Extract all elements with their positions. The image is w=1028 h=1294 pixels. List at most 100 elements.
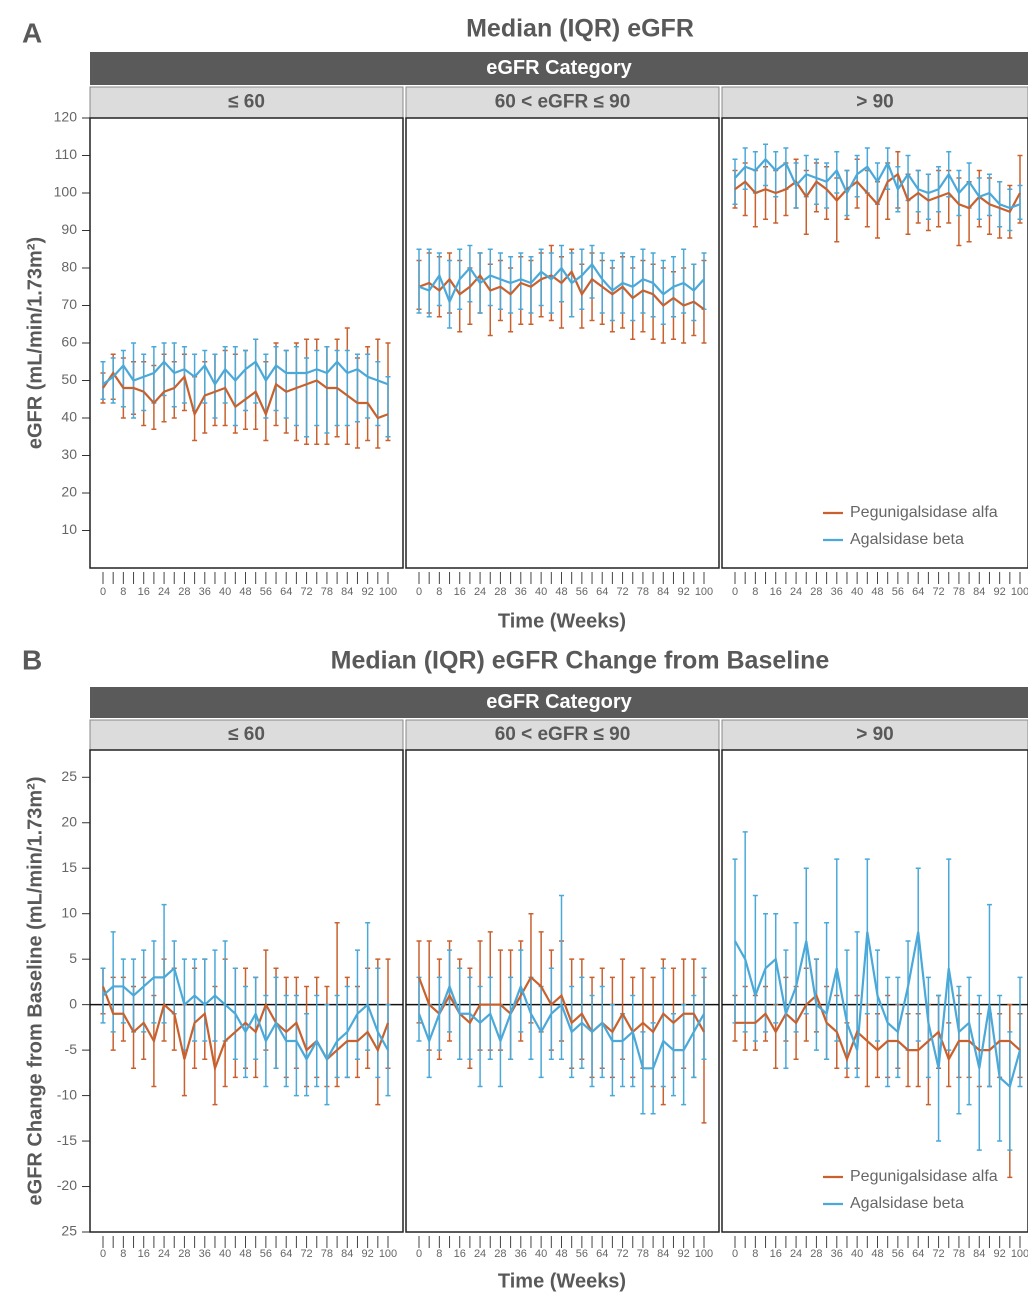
x-tick-label: 36 xyxy=(199,586,211,598)
x-tick-label: 40 xyxy=(851,1248,863,1260)
error-bar xyxy=(599,252,605,314)
legend-label: Pegunigalsidase alfa xyxy=(850,504,998,521)
category-strip xyxy=(90,52,1028,85)
error-bar xyxy=(508,976,514,1060)
x-tick-label: 100 xyxy=(1011,1248,1028,1260)
error-bar xyxy=(141,949,147,1033)
strip-title: eGFR Category xyxy=(486,57,632,79)
x-tick-label: 24 xyxy=(158,586,170,598)
error-bar xyxy=(579,248,585,310)
error-bar xyxy=(548,252,554,314)
x-tick-label: 100 xyxy=(695,586,713,598)
x-tick-label: 28 xyxy=(810,586,822,598)
x-tick-label: 64 xyxy=(596,1248,608,1260)
error-bar xyxy=(956,985,962,1115)
series-line xyxy=(102,360,389,387)
x-tick-label: 24 xyxy=(790,586,802,598)
x-tick-label: 28 xyxy=(810,1248,822,1260)
x-tick-label: 48 xyxy=(555,1248,567,1260)
x-tick-label: 92 xyxy=(678,1248,690,1260)
error-bar xyxy=(650,252,656,318)
error-bar xyxy=(885,976,891,1088)
y-tick-label: 25 xyxy=(61,768,77,784)
x-tick-label: 78 xyxy=(321,586,333,598)
facet-panel xyxy=(405,749,720,1233)
error-bar xyxy=(670,1012,676,1097)
x-tick-label: 48 xyxy=(239,1248,251,1260)
error-bar xyxy=(976,177,982,220)
error-bar xyxy=(763,143,769,187)
facet-strip xyxy=(89,86,404,119)
y-tick-label: 20 xyxy=(61,484,77,500)
error-bar xyxy=(253,976,259,1060)
x-tick-label: 56 xyxy=(260,1248,272,1260)
x-tick-label: 72 xyxy=(300,586,312,598)
x-tick-label: 28 xyxy=(494,586,506,598)
error-bar xyxy=(110,931,116,1033)
x-tick-label: 8 xyxy=(752,1248,758,1260)
y-tick-label: 70 xyxy=(61,296,77,312)
x-tick-label: 56 xyxy=(576,586,588,598)
error-bar xyxy=(293,994,299,1097)
error-bar xyxy=(976,994,982,1151)
x-tick-label: 24 xyxy=(474,586,486,598)
error-bar xyxy=(467,976,473,1060)
y-tick-label: 80 xyxy=(61,259,77,275)
error-bar xyxy=(854,931,860,1079)
category-strip xyxy=(90,687,1028,718)
error-bar xyxy=(824,162,830,209)
error-bar xyxy=(447,949,453,1033)
facet-strip xyxy=(89,719,404,751)
error-bar xyxy=(824,922,830,1060)
x-tick-label: 0 xyxy=(416,586,422,598)
x-tick-label: 16 xyxy=(454,1248,466,1260)
x-tick-label: 48 xyxy=(871,586,883,598)
x-tick-label: 8 xyxy=(120,586,126,598)
x-tick-label: 0 xyxy=(416,1248,422,1260)
error-bar xyxy=(324,1003,330,1106)
x-tick-label: 72 xyxy=(300,1248,312,1260)
error-bar xyxy=(385,376,391,438)
error-bar xyxy=(559,894,564,1060)
error-bar xyxy=(375,967,381,1079)
x-tick-label: 78 xyxy=(637,586,649,598)
x-tick-label: 78 xyxy=(637,1248,649,1260)
error-bar xyxy=(793,922,799,1033)
error-bar xyxy=(763,912,769,1033)
x-tick-label: 64 xyxy=(280,1248,292,1260)
x-tick-label: 56 xyxy=(260,586,272,598)
legend-label: Agalsidase beta xyxy=(850,531,964,548)
x-tick-label: 72 xyxy=(616,1248,628,1260)
x-tick-label: 48 xyxy=(555,586,567,598)
x-tick-label: 16 xyxy=(770,1248,782,1260)
error-bar xyxy=(334,994,340,1079)
error-bar xyxy=(518,949,524,1033)
x-tick-label: 0 xyxy=(732,1248,738,1260)
error-bar xyxy=(293,346,299,427)
x-tick-label: 92 xyxy=(678,586,690,598)
error-bar xyxy=(986,903,992,1088)
y-tick-label: 0 xyxy=(69,995,77,1011)
y-tick-label: 15 xyxy=(61,859,77,875)
y-tick-label: -5 xyxy=(65,1041,78,1057)
error-bar xyxy=(161,342,167,397)
x-tick-label: 84 xyxy=(657,1248,669,1260)
series-line xyxy=(102,371,389,420)
error-bar xyxy=(538,248,544,307)
error-bar xyxy=(925,173,931,220)
error-bar xyxy=(640,248,646,314)
error-bar xyxy=(487,976,493,1060)
y-axis-label: eGFR (mL/min/1.73m²) xyxy=(24,237,46,449)
x-tick-label: 48 xyxy=(871,1248,883,1260)
x-tick-label: 28 xyxy=(178,1248,190,1260)
error-bar xyxy=(324,346,330,434)
series-line xyxy=(418,269,705,311)
error-bar xyxy=(691,994,697,1079)
error-bar xyxy=(1017,976,1023,1088)
x-axis-label: Time (Weeks) xyxy=(498,1270,626,1292)
facet-title: > 90 xyxy=(856,92,894,113)
x-tick-label: 8 xyxy=(436,1248,442,1260)
error-bar xyxy=(222,346,228,404)
y-tick-label: 10 xyxy=(61,521,77,537)
error-bar xyxy=(283,349,289,419)
